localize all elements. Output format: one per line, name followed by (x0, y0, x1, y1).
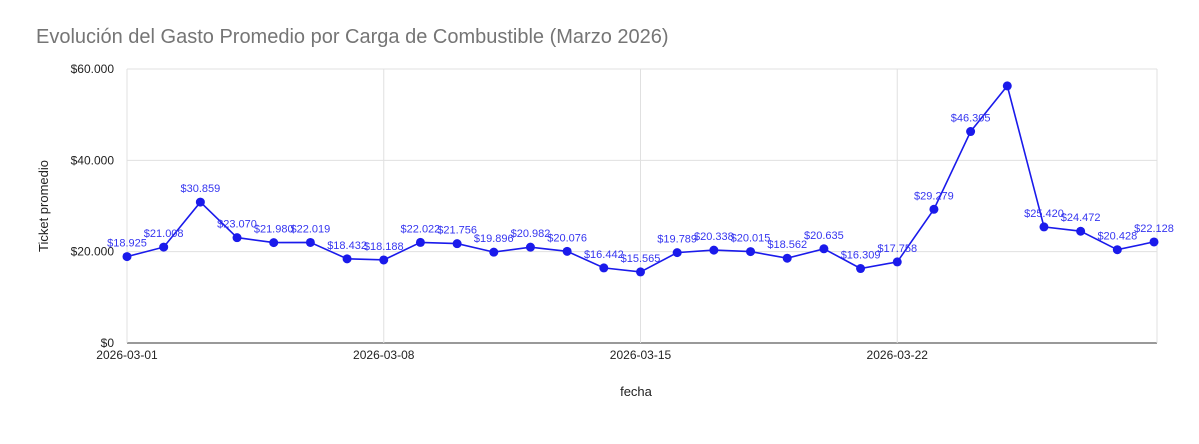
data-point (159, 242, 169, 252)
data-point (672, 248, 682, 258)
data-point (819, 244, 829, 254)
data-label: $20.076 (547, 232, 587, 244)
data-label: $24.472 (1061, 212, 1101, 224)
data-label: $21.980 (254, 224, 294, 236)
y-tick-label: $0 (101, 336, 115, 350)
y-tick-label: $20.000 (71, 245, 115, 259)
data-point (929, 204, 939, 214)
data-label: $29.279 (914, 190, 954, 202)
data-point (892, 257, 902, 267)
data-point (232, 233, 242, 243)
data-label: $16.309 (841, 250, 881, 262)
chart-title: Evolución del Gasto Promedio por Carga d… (36, 26, 669, 48)
data-point (636, 267, 645, 277)
data-point (1002, 81, 1012, 91)
data-label: $23.070 (217, 219, 257, 231)
x-axis-title: fecha (620, 384, 653, 399)
data-point (1112, 245, 1122, 255)
data-point (746, 247, 756, 257)
data-point (525, 242, 535, 252)
data-label: $22.019 (291, 223, 331, 235)
x-tick-label: 2026-03-01 (96, 348, 158, 362)
data-point (122, 252, 132, 262)
data-label: $22.128 (1134, 223, 1174, 235)
data-point (305, 237, 315, 247)
data-label: $18.188 (364, 241, 404, 253)
data-label: $18.562 (767, 239, 807, 251)
data-point (489, 247, 499, 257)
data-label: $19.896 (474, 233, 514, 245)
data-label: $19.789 (657, 234, 697, 246)
data-label: $25.420 (1024, 208, 1064, 220)
data-point (195, 197, 205, 207)
data-label: $16.442 (584, 249, 624, 261)
data-label: $20.982 (511, 228, 551, 240)
data-label: $20.428 (1097, 231, 1137, 243)
y-tick-label: $40.000 (71, 153, 115, 167)
data-point (342, 254, 352, 264)
data-point (379, 255, 389, 265)
data-label: $20.338 (694, 231, 734, 243)
x-tick-label: 2026-03-15 (610, 348, 672, 362)
data-point (562, 246, 572, 256)
data-point (709, 245, 719, 255)
data-point (966, 127, 976, 137)
data-point (856, 264, 866, 274)
data-point (1076, 226, 1086, 236)
data-point (599, 263, 609, 273)
data-label: $22.022 (401, 223, 441, 235)
data-label: $17.758 (877, 243, 917, 255)
data-label: $18.432 (327, 240, 367, 252)
data-label: $15.565 (621, 253, 661, 265)
data-label: $46.305 (951, 113, 991, 125)
data-point (782, 253, 792, 263)
data-point (452, 239, 462, 249)
data-label: $21.756 (437, 225, 477, 237)
data-label: $30.859 (180, 183, 220, 195)
data-label: $18.925 (107, 238, 147, 250)
y-axis-title: Ticket promedio (36, 160, 51, 252)
data-point (269, 238, 279, 248)
data-point (1039, 222, 1049, 232)
data-point (1149, 237, 1159, 247)
x-tick-label: 2026-03-08 (353, 348, 415, 362)
data-point (415, 237, 425, 247)
x-tick-label: 2026-03-22 (867, 348, 929, 362)
data-label: $20.015 (731, 233, 771, 245)
data-label: $21.008 (144, 228, 184, 240)
data-label: $20.635 (804, 230, 844, 242)
y-tick-label: $60.000 (71, 62, 115, 76)
